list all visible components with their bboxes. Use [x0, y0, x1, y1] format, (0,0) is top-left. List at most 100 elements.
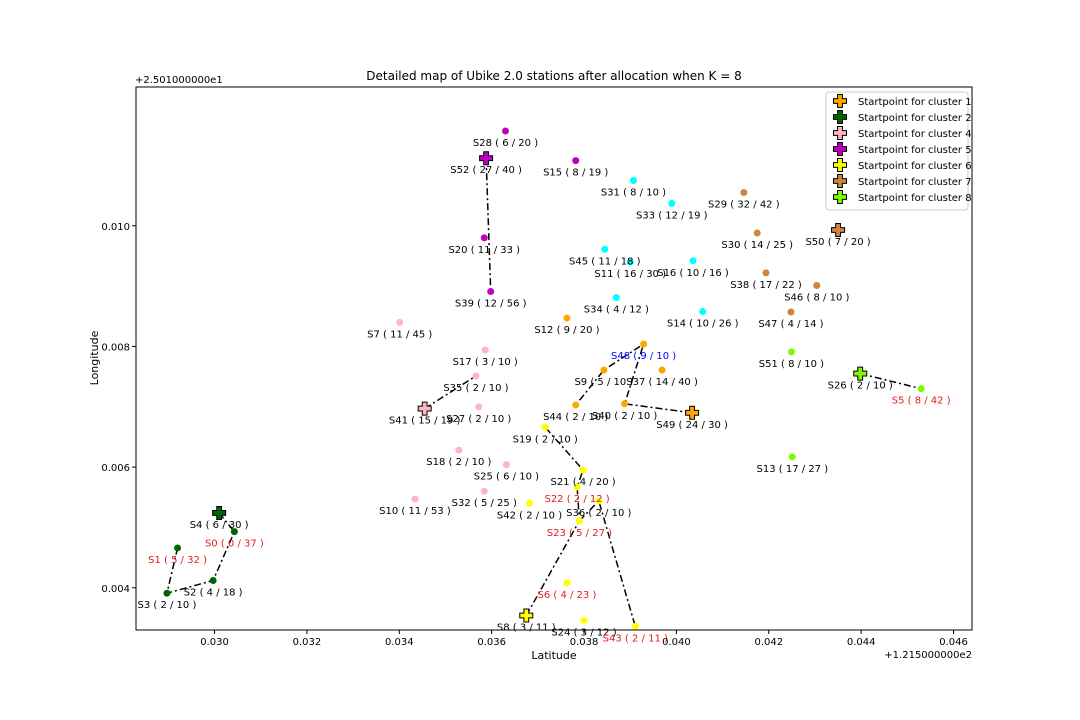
station-point-s23: [575, 517, 583, 525]
legend-entry: Startpoint for cluster 5: [858, 145, 972, 156]
station-point-s42: [526, 499, 534, 507]
station-label-s11: S11 ( 16 / 30 ): [594, 269, 666, 280]
x-tick-label: 0.036: [477, 637, 506, 648]
legend-entry: Startpoint for cluster 6: [858, 161, 972, 172]
station-label-s49: S49 ( 24 / 30 ): [656, 420, 728, 431]
station-label-s37: S37 ( 14 / 40 ): [626, 377, 698, 388]
station-point-s6: [563, 579, 571, 587]
x-tick-label: 0.046: [939, 637, 968, 648]
station-point-s0: [230, 528, 238, 536]
station-point-s37: [658, 366, 666, 374]
legend-entry: Startpoint for cluster 1: [858, 97, 972, 108]
station-label-s40: S40 ( 2 / 10 ): [592, 411, 657, 422]
route-line: [485, 158, 492, 292]
station-point-s51: [787, 348, 795, 356]
station-label-s50: S50 ( 7 / 20 ): [805, 237, 870, 248]
station-label-s0: S0 ( 0 / 37 ): [205, 539, 264, 550]
station-label-s51: S51 ( 8 / 10 ): [759, 359, 824, 370]
station-point-s24: [580, 616, 588, 624]
station-point-s38: [762, 269, 770, 277]
station-point-s13: [788, 453, 796, 461]
route-line: [424, 375, 477, 410]
station-label-s32: S32 ( 5 / 25 ): [452, 498, 517, 509]
station-point-s2: [209, 577, 217, 585]
station-point-s21: [579, 466, 587, 474]
station-label-s33: S33 ( 12 / 19 ): [636, 210, 708, 221]
station-point-s36: [595, 497, 603, 505]
station-label-s39: S39 ( 12 / 56 ): [455, 299, 527, 310]
route-line: [860, 372, 922, 390]
station-label-s41: S41 ( 15 / 19 ): [389, 416, 461, 427]
legend-marker: [833, 126, 847, 140]
station-label-s42: S42 ( 2 / 10 ): [497, 510, 562, 521]
station-label-s15: S15 ( 8 / 19 ): [543, 168, 608, 179]
plot-frame: [135, 86, 973, 631]
station-label-s27: S27 ( 2 / 10 ): [446, 414, 511, 425]
station-label-s48: S48 ( 9 / 10 ): [611, 351, 676, 362]
y-tick-label: 0.008: [101, 342, 130, 353]
y-tick-label: 0.006: [101, 463, 130, 474]
station-point-s29: [740, 189, 748, 197]
station-label-s38: S38 ( 17 / 22 ): [730, 280, 802, 291]
legend: Startpoint for cluster 1 Startpoint for c…: [825, 91, 972, 211]
station-point-s14: [699, 307, 707, 315]
station-label-s30: S30 ( 14 / 25 ): [721, 240, 793, 251]
station-label-s18: S18 ( 2 / 10 ): [426, 457, 491, 468]
station-label-s31: S31 ( 8 / 10 ): [601, 188, 666, 199]
station-label-s1: S1 ( 5 / 32 ): [148, 555, 207, 566]
station-label-s23: S23 ( 5 / 27 ): [547, 528, 612, 539]
station-point-s16: [689, 257, 697, 265]
station-label-s13: S13 ( 17 / 27 ): [757, 464, 829, 475]
startpoint-marker-s52: [479, 151, 494, 166]
station-label-s6: S6 ( 4 / 23 ): [537, 590, 596, 601]
startpoint-marker-s41: [417, 401, 432, 416]
station-point-s9: [600, 366, 608, 374]
x-tick-label: 0.038: [570, 637, 599, 648]
startpoint-marker-s4: [212, 505, 227, 520]
station-point-s17: [481, 346, 489, 354]
station-point-s3: [163, 589, 171, 597]
station-label-s46: S46 ( 8 / 10 ): [784, 292, 849, 303]
station-label-s12: S12 ( 9 / 20 ): [534, 325, 599, 336]
station-label-s16: S16 ( 10 / 16 ): [657, 268, 729, 279]
station-point-s45: [601, 245, 609, 253]
station-label-s8: S8 ( 3 / 11 ): [497, 623, 556, 634]
legend-box: [825, 91, 969, 211]
station-point-s46: [813, 281, 821, 289]
station-point-s33: [668, 199, 676, 207]
station-labels-layer: S0 ( 0 / 37 ) S1 ( 5 / 32 ) S2 ( 4 / 18 ) S…: [138, 138, 951, 644]
station-label-s47: S47 ( 4 / 14 ): [758, 319, 823, 330]
station-point-s22: [573, 483, 581, 491]
station-label-s7: S7 ( 11 / 45 ): [367, 329, 432, 340]
station-point-s20: [480, 234, 488, 242]
station-label-s9: S9 ( 5 / 10 ): [574, 377, 633, 388]
station-point-s27: [475, 403, 483, 411]
station-label-s20: S20 ( 11 / 33 ): [448, 245, 520, 256]
legend-entry: Startpoint for cluster 7: [858, 177, 972, 188]
station-point-s34: [612, 294, 620, 302]
station-label-s4: S4 ( 6 / 30 ): [190, 520, 249, 531]
station-point-s12: [563, 314, 571, 322]
x-axis-label: Latitude: [531, 649, 577, 662]
station-label-s35: S35 ( 2 / 10 ): [443, 383, 508, 394]
station-label-s5: S5 ( 8 / 42 ): [892, 396, 951, 407]
legend-marker: [833, 190, 847, 204]
x-tick-label: 0.040: [662, 637, 691, 648]
station-point-s25: [502, 461, 510, 469]
chart-title: Detailed map of Ubike 2.0 stations after…: [366, 69, 741, 83]
legend-marker: [833, 142, 847, 156]
station-label-s2: S2 ( 4 / 18 ): [184, 588, 243, 599]
station-label-s21: S21 ( 4 / 20 ): [550, 477, 615, 488]
station-label-s36: S36 ( 2 / 10 ): [566, 508, 631, 519]
station-label-s22: S22 ( 2 / 12 ): [544, 494, 609, 505]
legend-entry: Startpoint for cluster 4: [858, 129, 972, 140]
station-point-s1: [174, 544, 182, 552]
station-point-s47: [787, 308, 795, 316]
axis-ticks-layer: 0.030 0.032 0.034 0.036 0.038 0.040 0.042 0.044…: [101, 222, 967, 648]
station-point-s5: [917, 385, 925, 393]
x-offset-label: +1.215000000e2: [884, 650, 972, 661]
x-tick-label: 0.042: [754, 637, 783, 648]
legend-marker: [833, 174, 847, 188]
station-point-s15: [572, 157, 580, 165]
